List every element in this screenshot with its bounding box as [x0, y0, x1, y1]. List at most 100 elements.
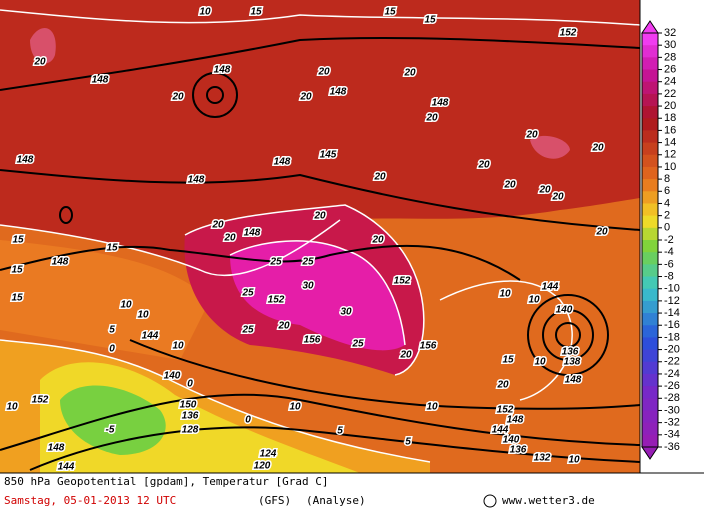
map-label: 20 [525, 130, 538, 141]
map-label: 148 [52, 257, 69, 268]
map-label: 144 [492, 425, 509, 436]
map-label: 148 [48, 443, 65, 454]
colorbar-band [642, 81, 658, 95]
map-label: 15 [11, 265, 23, 276]
colorbar-band [642, 313, 658, 326]
colorbar-band [642, 386, 658, 399]
map-label: 148 [330, 87, 347, 98]
map-label: 20 [171, 92, 184, 103]
colorbar-band [642, 410, 658, 424]
map-label: 30 [340, 307, 352, 318]
colorbar-label: -6 [664, 258, 674, 270]
map-label: 25 [301, 257, 314, 268]
map-label: 10 [426, 402, 438, 413]
colorbar-label: 4 [664, 197, 670, 209]
model: (GFS) [258, 494, 291, 507]
colorbar-band [642, 179, 658, 192]
map-label: 15 [106, 243, 118, 254]
map-label: 136 [562, 347, 579, 358]
map-label: 140 [503, 435, 520, 446]
colorbar-label: -16 [664, 319, 680, 331]
map-label: 10 [137, 310, 149, 321]
map-label: 20 [477, 160, 490, 171]
colorbar-label: 30 [664, 39, 676, 51]
map-label: 20 [403, 68, 416, 79]
colorbar-band [642, 154, 658, 168]
map-label: 0 [187, 379, 193, 390]
colorbar-band [642, 337, 658, 351]
map-label: 148 [565, 375, 582, 386]
colorbar-band [642, 45, 658, 58]
colorbar-band [642, 349, 658, 363]
product: 850 hPa Geopotential [gpdam], Temperatur… [4, 475, 329, 488]
credit: www.wetter3.de [502, 494, 595, 507]
map-label: 25 [269, 257, 282, 268]
colorbar-band [642, 203, 658, 217]
colorbar-band [642, 142, 658, 156]
map-label: 145 [320, 150, 337, 161]
map-label: 152 [268, 295, 285, 306]
colorbar-label: 28 [664, 51, 676, 63]
map-label: 148 [188, 175, 205, 186]
map-label: 10 [528, 295, 540, 306]
map-label: 15 [384, 7, 396, 18]
colorbar-band [642, 240, 658, 253]
map-label: 20 [591, 143, 604, 154]
colorbar-band [642, 434, 658, 448]
map-label: 10 [6, 402, 18, 413]
map-label: 10 [499, 289, 511, 300]
colorbar-band [642, 422, 658, 436]
map-label: 152 [560, 28, 577, 39]
map-label: 25 [241, 288, 254, 299]
map-label: 20 [317, 67, 330, 78]
map-label: 20 [425, 113, 438, 124]
map-label: 10 [120, 300, 132, 311]
map-label: 20 [399, 350, 412, 361]
colorbar-label: 8 [664, 173, 670, 185]
map-label: 5 [337, 426, 343, 437]
map-label: 150 [180, 400, 197, 411]
colorbar-label: -18 [664, 331, 680, 343]
colorbar-label: -34 [664, 429, 680, 441]
colorbar-label: -28 [664, 392, 680, 404]
colorbar-band [642, 264, 658, 278]
colorbar-label: 22 [664, 88, 676, 100]
colorbar-label: 6 [664, 185, 670, 197]
map-label: 148 [507, 415, 524, 426]
colorbar-label: -32 [664, 417, 680, 429]
map-label: 20 [299, 92, 312, 103]
colorbar-band [642, 191, 658, 204]
map-label: 20 [503, 180, 516, 191]
map-label: 20 [313, 211, 326, 222]
mild-field [0, 240, 210, 360]
isohypses [0, 37, 641, 471]
colorbar-band [642, 166, 658, 180]
map-label: 20 [538, 185, 551, 196]
map-label: 20 [371, 235, 384, 246]
map-label: 0 [245, 415, 251, 426]
map-label: 120 [254, 461, 271, 472]
colorbar: 32302826242220181614121086420-2-4-6-8-10… [641, 20, 680, 460]
colorbar-band [642, 252, 658, 265]
map-label: 15 [250, 7, 262, 18]
map-label: 140 [164, 371, 181, 382]
run: (Analyse) [306, 494, 366, 507]
colorbar-label: 16 [664, 124, 676, 136]
isotherms [0, 9, 641, 463]
colorbar-band [642, 361, 658, 375]
map-label: 30 [302, 281, 314, 292]
map-label: 128 [182, 425, 199, 436]
map-label: 156 [420, 341, 437, 352]
map-label: 124 [260, 449, 277, 460]
map-label: 148 [92, 75, 109, 86]
colorbar-label: 10 [664, 161, 676, 173]
map-label: 20 [595, 227, 608, 238]
map-label: 15 [12, 235, 24, 246]
map-label: 148 [214, 65, 231, 76]
date: Samstag, 05-01-2013 12 UTC [4, 494, 176, 507]
map-label: 15 [11, 293, 23, 304]
colorbar-label: 18 [664, 112, 676, 124]
colorbar-label: -14 [664, 307, 680, 319]
